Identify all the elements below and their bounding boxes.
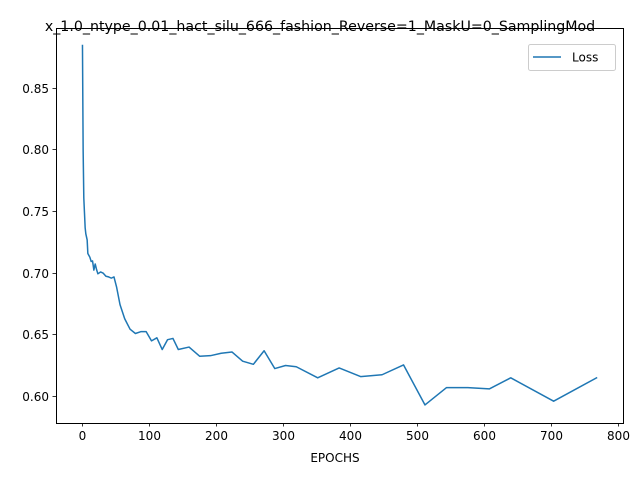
legend: Loss xyxy=(528,44,616,71)
x-tick-label: 800 xyxy=(607,429,630,443)
chart-title: x_1.0_ntype_0.01_hact_silu_666_fashion_R… xyxy=(45,19,595,35)
x-tick-label: 100 xyxy=(138,429,161,443)
x-tick-label: 400 xyxy=(339,429,362,443)
series-line-loss xyxy=(81,44,598,406)
y-axis-ticks: 0.60 0.65 0.70 0.75 0.80 0.85 xyxy=(22,82,56,404)
x-tick-label: 0 xyxy=(79,429,87,443)
series-layer xyxy=(81,44,598,406)
x-axis-label: EPOCHS xyxy=(310,451,359,465)
y-tick-label: 0.60 xyxy=(22,390,49,404)
x-axis-ticks: 0 100 200 300 400 500 600 700 800 xyxy=(79,423,630,443)
plot-area-frame xyxy=(56,28,624,424)
y-tick-label: 0.85 xyxy=(22,82,49,96)
y-tick-label: 0.70 xyxy=(22,267,49,281)
x-tick-label: 300 xyxy=(272,429,295,443)
y-tick-label: 0.75 xyxy=(22,205,49,219)
x-tick-label: 500 xyxy=(406,429,429,443)
x-tick-label: 700 xyxy=(540,429,563,443)
y-tick-label: 0.65 xyxy=(22,328,49,342)
legend-label-loss: Loss xyxy=(572,51,598,65)
x-tick-label: 600 xyxy=(473,429,496,443)
y-tick-label: 0.80 xyxy=(22,143,49,157)
x-tick-label: 200 xyxy=(205,429,228,443)
legend-box xyxy=(528,44,616,71)
